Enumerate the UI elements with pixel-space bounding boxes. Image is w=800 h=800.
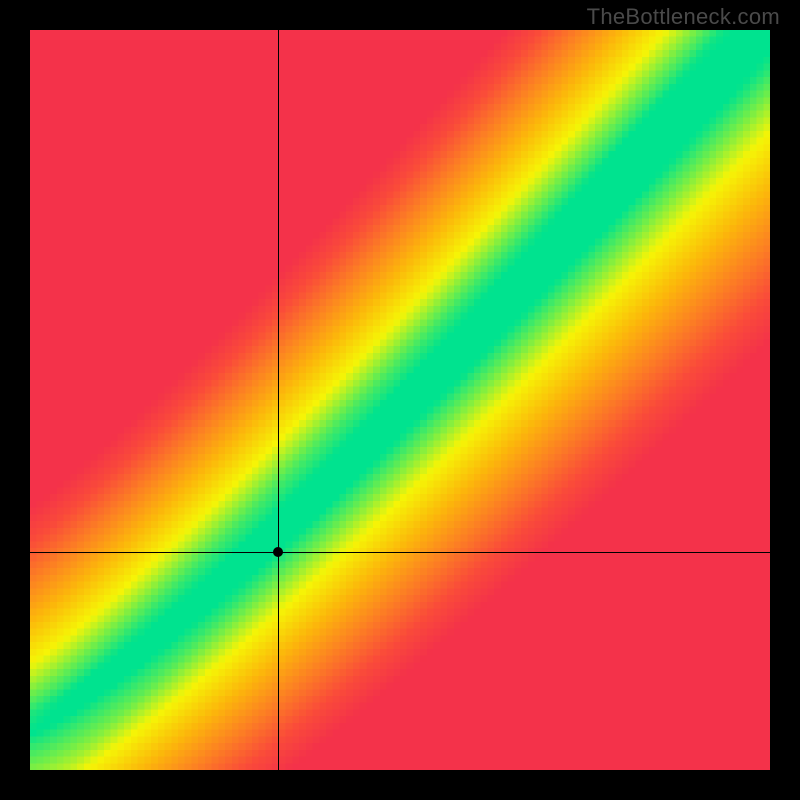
heatmap-plot	[30, 30, 770, 770]
watermark-text: TheBottleneck.com	[587, 4, 780, 30]
crosshair-marker	[273, 547, 283, 557]
crosshair-vertical	[278, 30, 279, 770]
crosshair-horizontal	[30, 552, 770, 553]
heatmap-canvas	[30, 30, 770, 770]
